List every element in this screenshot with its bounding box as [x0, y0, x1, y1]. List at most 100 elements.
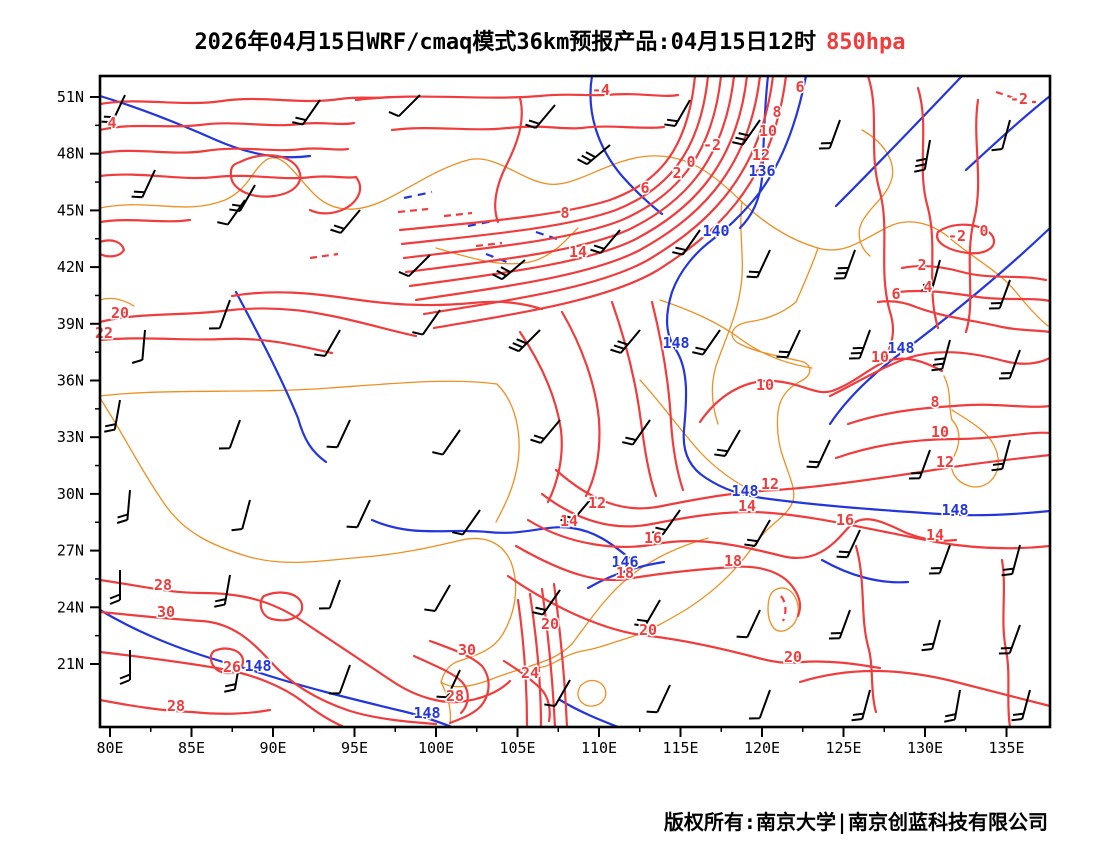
- contour-value-label: 12: [588, 494, 606, 512]
- temperature-contours: [98, 74, 1052, 729]
- lon-tick-label: 100E: [418, 739, 454, 757]
- lon-tick-label: 105E: [499, 739, 535, 757]
- wind-barb: [231, 499, 251, 532]
- wind-barb: [998, 624, 1021, 655]
- wind-barb: [214, 574, 231, 608]
- contour-value-label: 2: [672, 164, 681, 182]
- contour-value-label: 8: [560, 204, 569, 222]
- contour-value-label: 6: [640, 179, 649, 197]
- wind-barb: [452, 509, 481, 536]
- wind-barb: [346, 499, 371, 529]
- temp-contour-line: [936, 223, 996, 255]
- geo-border-line: [99, 380, 520, 523]
- wind-barb: [692, 329, 721, 356]
- contour-value-label: 12: [936, 453, 954, 471]
- temp-contour-line: [230, 291, 544, 311]
- contour-value-label: 20: [111, 304, 129, 322]
- lat-tick-label: 42N: [57, 258, 84, 276]
- wind-barb: [544, 679, 571, 707]
- temp-contour-line: [404, 74, 736, 274]
- temp-contour-line: [402, 74, 723, 260]
- wind-barb: [217, 199, 246, 226]
- temp-contour-line: [98, 95, 392, 106]
- wind-barb: [1011, 689, 1031, 722]
- temp-contour-line: [354, 93, 680, 102]
- wind-barb: [218, 419, 241, 450]
- temp-contour-line: [209, 647, 245, 675]
- wind-barb: [1001, 544, 1021, 577]
- contour-value-label: 28: [154, 576, 172, 594]
- lon-tick-label: 115E: [662, 739, 698, 757]
- wind-barb: [908, 449, 931, 480]
- map-frame: [98, 74, 1052, 729]
- contour-value-label: 28: [167, 697, 185, 715]
- temp-contour-line: [400, 74, 710, 246]
- contour-value-label: 30: [458, 641, 476, 659]
- height-contours: [98, 74, 1052, 729]
- temp-contour-line: [259, 591, 304, 622]
- contour-value-label: 8: [930, 393, 939, 411]
- temp-contour-line: [98, 610, 438, 726]
- wind-barb: [116, 489, 131, 524]
- temp-contour-line: [494, 96, 523, 224]
- wind-barb: [590, 229, 621, 254]
- temp-contour-line: [412, 654, 469, 715]
- wind-barb: [921, 619, 941, 652]
- wind-barb: [424, 584, 451, 612]
- temp-contour-line: [650, 300, 685, 492]
- contour-value-label: 148: [662, 334, 689, 352]
- temp-contour-line: [98, 650, 346, 729]
- geo-border-line: [711, 201, 743, 425]
- wind-barb: [914, 139, 931, 173]
- lat-tick-label: 33N: [57, 428, 84, 446]
- wind-barb: [622, 419, 651, 446]
- contour-value-label: 148: [413, 704, 440, 722]
- temp-contour-line: [552, 582, 569, 729]
- wind-barb: [988, 279, 1011, 310]
- temp-contour-line: [798, 669, 1052, 708]
- contour-value-label: 2: [917, 256, 926, 274]
- height-contour-dashed: [485, 252, 513, 266]
- geo-border-line: [795, 247, 819, 303]
- contour-value-label: 4: [107, 114, 116, 132]
- wind-barb: [292, 99, 321, 126]
- wind-barb: [991, 119, 1011, 152]
- temp-contour-line: [916, 86, 940, 330]
- temp-contour-line: [390, 125, 666, 132]
- contour-value-label: 20: [784, 648, 802, 666]
- geo-border-line: [858, 129, 894, 257]
- wind-barb: [560, 499, 591, 524]
- map-border: [98, 74, 1052, 729]
- geo-border-line: [99, 397, 573, 688]
- contour-value-label: 148: [731, 482, 758, 500]
- height-contour-dashed: [403, 190, 433, 200]
- wind-barb: [998, 349, 1021, 380]
- wind-barb: [744, 519, 771, 547]
- wind-barb: [398, 254, 431, 278]
- wind-barb: [492, 259, 526, 281]
- lat-tick-label: 39N: [57, 315, 84, 333]
- wind-barb: [530, 419, 561, 444]
- wind-barbs: [101, 94, 1031, 723]
- temp-contour-line: [1000, 558, 1012, 729]
- wind-barb: [229, 184, 256, 212]
- temp-contour-line: [98, 239, 126, 258]
- geo-border-line: [435, 227, 579, 265]
- contour-value-label: 148: [244, 657, 271, 675]
- contour-value-label: 140: [702, 222, 729, 240]
- contour-value-label: 14: [738, 497, 756, 515]
- temp-contour-line: [98, 121, 356, 132]
- contour-value-label: 148: [887, 339, 914, 357]
- lat-tick-label: 48N: [57, 145, 84, 163]
- wind-barb: [714, 429, 741, 457]
- chart-title: 2026年04月15日WRF/cmaq模式36km预报产品:04月15日12时 8…: [0, 24, 1100, 56]
- contour-value-label: 8: [772, 103, 781, 121]
- lon-tick-label: 120E: [744, 739, 780, 757]
- geo-border-line: [767, 587, 799, 632]
- height-contour-line: [820, 558, 910, 584]
- wind-barb: [836, 529, 861, 559]
- height-contour-line: [834, 74, 964, 208]
- wind-barb: [525, 104, 556, 129]
- temp-contour-line: [866, 74, 895, 358]
